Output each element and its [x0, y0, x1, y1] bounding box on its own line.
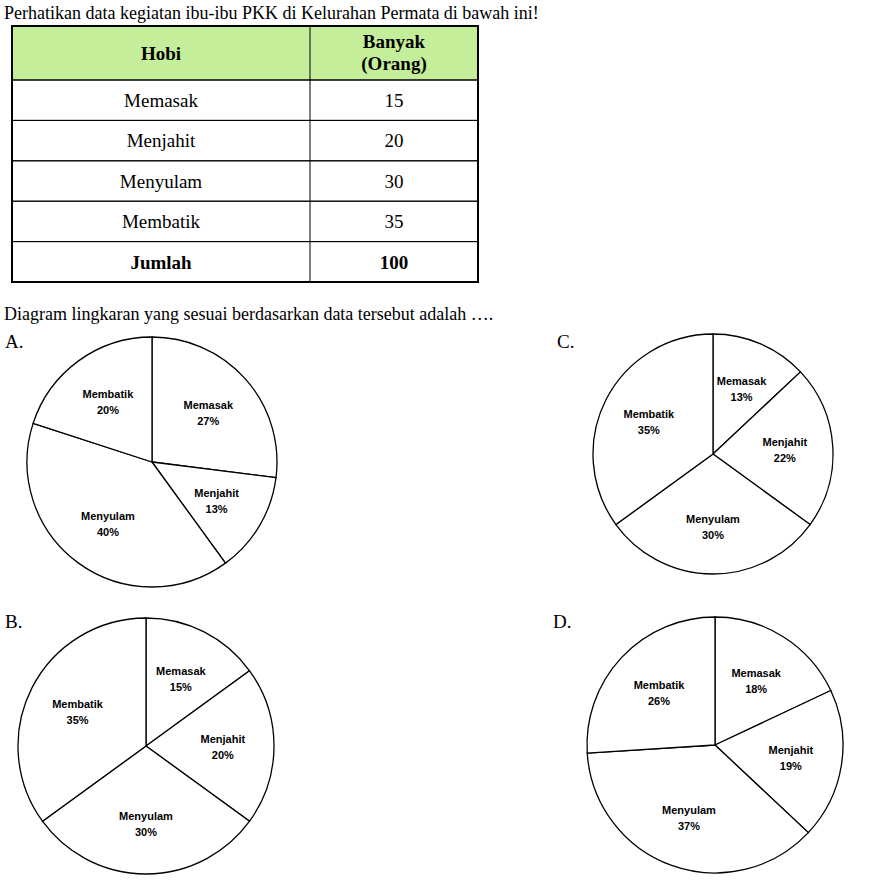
- table-row: [12, 80, 478, 120]
- slice-category: Menjahit: [769, 744, 814, 756]
- table-cell: 15: [385, 90, 404, 111]
- option-label: A.: [5, 331, 23, 352]
- slice-category: Menyulam: [662, 804, 716, 816]
- data-table: Hobi Banyak(Orang) Memasak 15 Menjahit 20 Meny…: [12, 26, 478, 282]
- table-cell: Membatik: [122, 211, 201, 232]
- slice-category: Menyulam: [686, 513, 740, 525]
- slice-value: 30%: [702, 529, 724, 541]
- question-text: Perhatikan data kegiatan ibu-ibu PKK di …: [4, 3, 539, 23]
- pie-slice: [587, 745, 808, 873]
- slice-value: 19%: [780, 760, 802, 772]
- slice-value: 13%: [731, 391, 753, 403]
- option-label: C.: [557, 331, 574, 352]
- page: Perhatikan data kegiatan ibu-ibu PKK di …: [0, 0, 889, 894]
- slice-category: Memasak: [156, 665, 206, 677]
- slice-category: Menyulam: [119, 810, 173, 822]
- slice-category: Membatik: [52, 698, 104, 710]
- table-header-cell: Banyak(Orang): [361, 31, 426, 75]
- pie-slice: [593, 334, 713, 525]
- table-header-bg: [12, 26, 478, 80]
- pie-slice: [33, 337, 152, 462]
- table-border: [12, 26, 478, 282]
- slice-category: Membatik: [83, 388, 135, 400]
- slice-category: Memasak: [717, 375, 767, 387]
- pie-slice: [587, 617, 715, 753]
- slice-category: Membatik: [634, 679, 686, 691]
- slice-value: 26%: [648, 695, 670, 707]
- slice-value: 30%: [135, 826, 157, 838]
- table-row: [12, 242, 478, 282]
- table-header-cell: Hobi: [141, 43, 181, 64]
- option-label: D.: [553, 611, 571, 632]
- table-cell: Memasak: [124, 90, 198, 111]
- table-cell: 30: [385, 171, 404, 192]
- table-cell: 20: [385, 130, 404, 151]
- table-row: [12, 161, 478, 201]
- slice-value: 18%: [745, 683, 767, 695]
- slice-value: 13%: [206, 503, 228, 515]
- slice-value: 15%: [170, 681, 192, 693]
- slice-category: Menjahit: [200, 733, 245, 745]
- slice-category: Membatik: [623, 408, 675, 420]
- slice-value: 35%: [67, 714, 89, 726]
- pie-slice: [18, 618, 146, 821]
- slice-value: 20%: [97, 404, 119, 416]
- table-divider: [310, 26, 311, 282]
- pie-chart: B. Memasak 15% Menjahit 20% Menyulam 30% Membat…: [5, 611, 274, 874]
- slice-category: Menyulam: [81, 510, 135, 522]
- pie-slice: [152, 337, 277, 478]
- table-cell: Jumlah: [130, 252, 192, 273]
- option-label: B.: [5, 611, 22, 632]
- slice-category: Memasak: [183, 399, 233, 411]
- slice-category: Menjahit: [763, 436, 808, 448]
- pie-chart: A. Memasak 27% Menjahit 13% Menyulam 40% Membat…: [5, 331, 277, 587]
- pie-chart: D. Memasak 18% Menjahit 19% Menyulam 37% Membat…: [553, 611, 843, 873]
- slice-category: Menjahit: [194, 487, 239, 499]
- table-row: [12, 201, 478, 241]
- table-cell: Menjahit: [127, 130, 196, 151]
- slice-value: 37%: [678, 820, 700, 832]
- slice-value: 27%: [197, 415, 219, 427]
- prompt-text: Diagram lingkaran yang sesuai berdasarka…: [4, 304, 493, 324]
- table-cell: 35: [385, 211, 404, 232]
- slice-value: 40%: [97, 526, 119, 538]
- slice-value: 22%: [774, 452, 796, 464]
- slice-value: 35%: [638, 424, 660, 436]
- table-cell: Menyulam: [120, 171, 203, 192]
- table-cell: 100: [380, 252, 409, 273]
- pie-chart: C. Memasak 13% Menjahit 22% Menyulam 30% Membat…: [557, 331, 833, 574]
- slice-category: Memasak: [731, 667, 781, 679]
- table-row: [12, 120, 478, 160]
- slice-value: 20%: [212, 749, 234, 761]
